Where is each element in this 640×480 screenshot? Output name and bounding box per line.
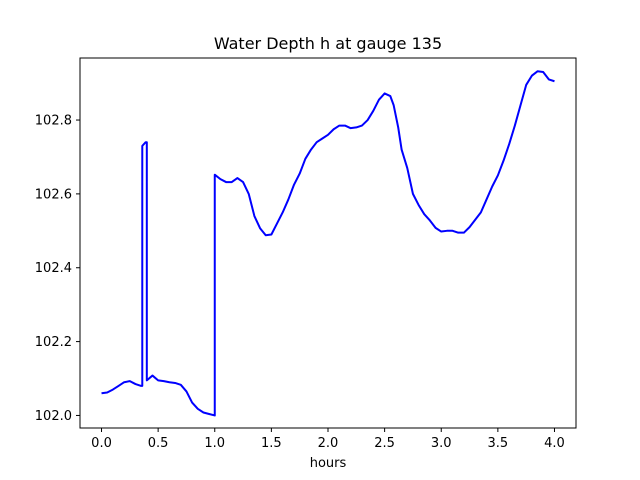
chart-title: Water Depth h at gauge 135	[214, 34, 442, 53]
x-tick-label: 3.5	[488, 436, 509, 451]
x-tick-label: 4.0	[544, 436, 565, 451]
y-tick-label: 102.2	[35, 335, 72, 350]
x-tick-label: 0.0	[91, 436, 112, 451]
x-tick-label: 1.0	[204, 436, 225, 451]
series-layer	[101, 70, 555, 417]
y-axis: 102.0 102.2 102.4 102.6 102.8	[35, 114, 80, 424]
x-tick-label: 1.5	[261, 436, 282, 451]
x-axis: 0.0 0.5 1.0 1.5 2.0 2.5 3.0 3.5 4.0	[91, 428, 565, 451]
x-tick-label: 2.0	[318, 436, 339, 451]
y-tick-label: 102.0	[35, 409, 72, 424]
x-axis-label: hours	[310, 456, 347, 471]
y-tick-label: 102.8	[35, 114, 72, 129]
series-line-0	[101, 70, 555, 417]
x-tick-label: 0.5	[148, 436, 169, 451]
y-tick-label: 102.4	[35, 261, 72, 276]
x-tick-label: 3.0	[431, 436, 452, 451]
y-tick-label: 102.6	[35, 187, 72, 202]
x-tick-label: 2.5	[374, 436, 395, 451]
